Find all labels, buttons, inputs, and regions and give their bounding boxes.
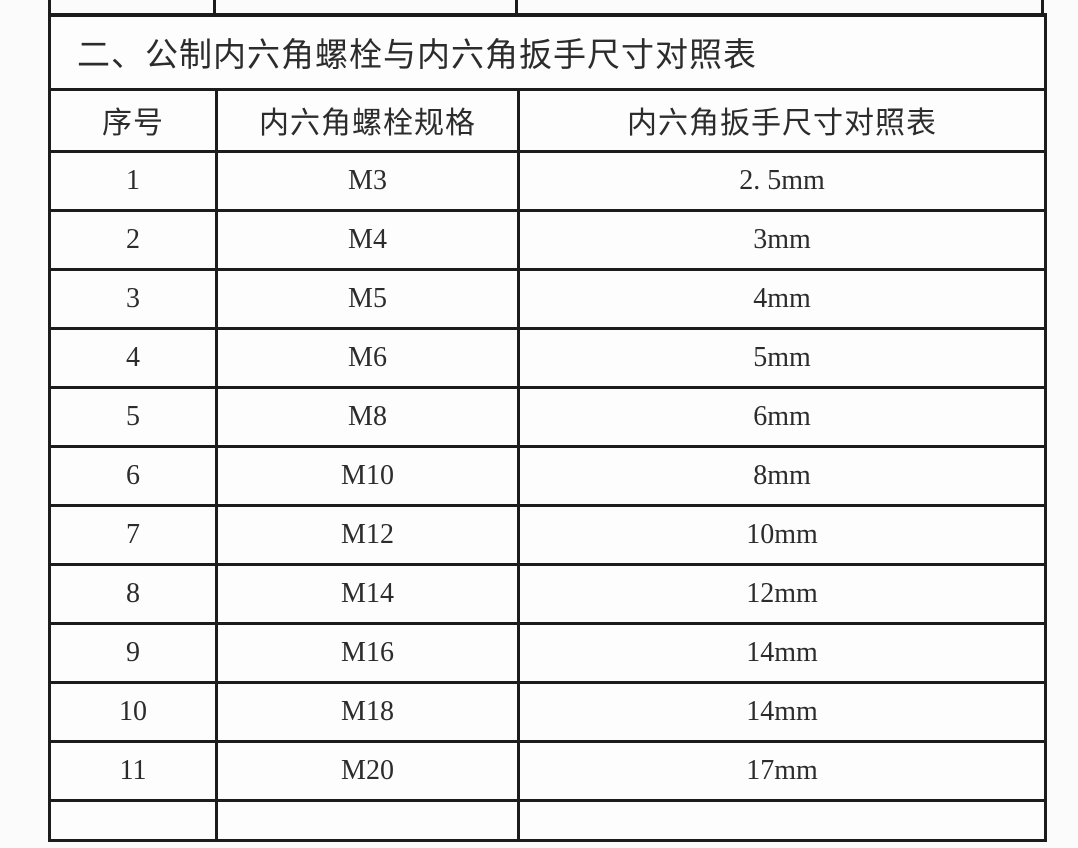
cell-serial-number: 2 [48, 208, 218, 271]
col-header-serial-number: 序号 [48, 87, 218, 153]
cell-wrench-size: 6mm [516, 385, 1048, 448]
cell-bolt-spec: M6 [215, 326, 520, 389]
cell-serial-number: 8 [48, 562, 218, 625]
cell-wrench-size: 4mm [516, 267, 1048, 330]
table-row: 2 M4 3mm [48, 208, 1048, 271]
table-row: 5 M8 6mm [48, 385, 1048, 448]
cropped-table-column-line [515, 0, 518, 14]
cell-bolt-spec: M16 [215, 621, 520, 684]
cell-bolt-spec: M10 [215, 444, 520, 507]
cell-bolt-spec: M12 [215, 503, 520, 566]
cell-bolt-spec: M14 [215, 562, 520, 625]
cell-bolt-spec: M3 [215, 149, 520, 212]
cell-serial-number: 3 [48, 267, 218, 330]
cell-wrench-size: 12mm [516, 562, 1048, 625]
hex-bolt-wrench-size-table: 二、公制内六角螺栓与内六角扳手尺寸对照表 序号 内六角螺栓规格 内六角扳手尺寸对… [47, 13, 1048, 842]
cell-serial-number: 5 [48, 385, 218, 448]
table-row: 4 M6 5mm [48, 326, 1048, 389]
table-row: 6 M10 8mm [48, 444, 1048, 507]
table-row: 3 M5 4mm [48, 267, 1048, 330]
cropped-cell [48, 798, 218, 842]
col-header-wrench-size: 内六角扳手尺寸对照表 [516, 87, 1048, 153]
cell-bolt-spec: M5 [215, 267, 520, 330]
table-row: 8 M14 12mm [48, 562, 1048, 625]
cropped-cell [215, 798, 520, 842]
table-row: 7 M12 10mm [48, 503, 1048, 566]
cell-serial-number: 11 [48, 739, 218, 802]
cropped-table-right-border-line [1041, 0, 1044, 14]
cell-bolt-spec: M8 [215, 385, 520, 448]
table-row: 9 M16 14mm [48, 621, 1048, 684]
cell-wrench-size: 10mm [516, 503, 1048, 566]
cell-wrench-size: 8mm [516, 444, 1048, 507]
cropped-cell [516, 798, 1048, 842]
cell-serial-number: 9 [48, 621, 218, 684]
cell-serial-number: 10 [48, 680, 218, 743]
cell-wrench-size: 3mm [516, 208, 1048, 271]
cell-wrench-size: 17mm [516, 739, 1048, 802]
cell-bolt-spec: M18 [215, 680, 520, 743]
cropped-table-left-border-line [48, 0, 51, 14]
cell-wrench-size: 14mm [516, 680, 1048, 743]
table-header-row: 序号 内六角螺栓规格 内六角扳手尺寸对照表 [48, 87, 1048, 153]
cell-serial-number: 4 [48, 326, 218, 389]
cell-wrench-size: 14mm [516, 621, 1048, 684]
cell-bolt-spec: M20 [215, 739, 520, 802]
cell-serial-number: 1 [48, 149, 218, 212]
table-title-row: 二、公制内六角螺栓与内六角扳手尺寸对照表 [47, 13, 1048, 91]
col-header-bolt-spec: 内六角螺栓规格 [215, 87, 520, 153]
table-row: 1 M3 2. 5mm [48, 149, 1048, 212]
table-row: 11 M20 17mm [48, 739, 1048, 802]
cell-serial-number: 7 [48, 503, 218, 566]
cell-bolt-spec: M4 [215, 208, 520, 271]
table-row: 10 M18 14mm [48, 680, 1048, 743]
cropped-next-row [48, 798, 1048, 842]
cell-serial-number: 6 [48, 444, 218, 507]
table-title: 二、公制内六角螺栓与内六角扳手尺寸对照表 [47, 13, 1048, 91]
cell-wrench-size: 5mm [516, 326, 1048, 389]
cell-wrench-size: 2. 5mm [516, 149, 1048, 212]
cropped-table-column-line [213, 0, 216, 14]
